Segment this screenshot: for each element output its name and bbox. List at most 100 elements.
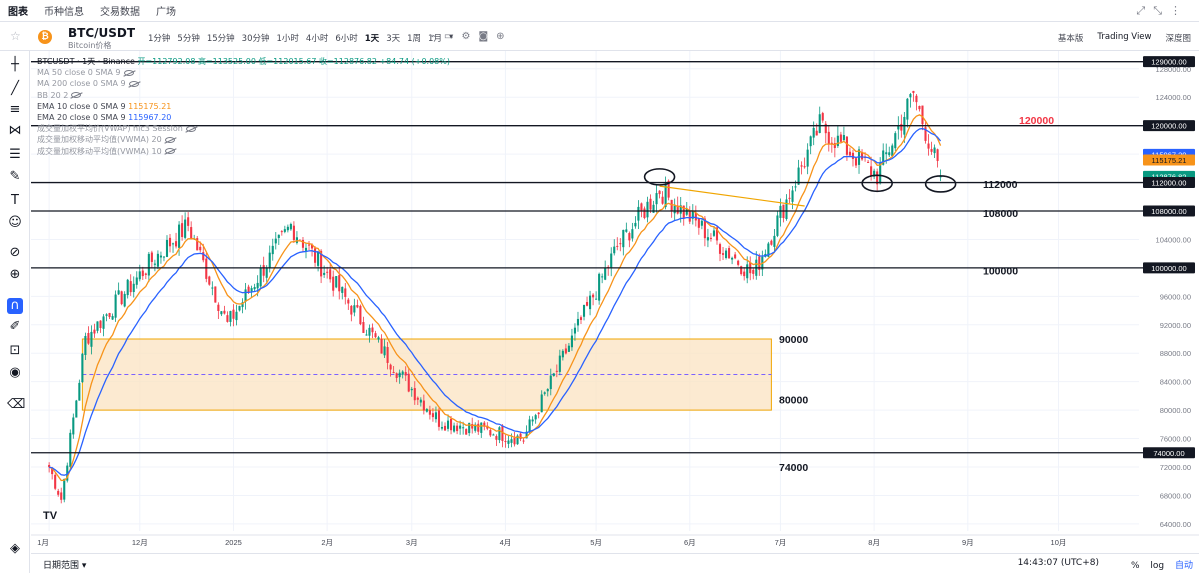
candle xyxy=(60,492,63,500)
trend-line xyxy=(659,185,805,207)
add-icon[interactable]: ⊕ xyxy=(496,31,513,42)
camera-icon[interactable]: ◙ xyxy=(478,31,497,42)
candle xyxy=(456,425,459,432)
symbol-name[interactable]: BTC/USDT xyxy=(68,26,136,40)
crosshair-icon[interactable]: ┼ xyxy=(11,57,19,72)
interval-6h[interactable]: 6小时 xyxy=(335,34,358,44)
interval-dropdown-icon[interactable]: ▾ xyxy=(448,32,454,42)
candle xyxy=(90,331,93,347)
hidden-eye-icon[interactable] xyxy=(164,136,175,143)
expand-icon[interactable]: ⤢ xyxy=(1136,4,1154,17)
indicator-label: 成交量加权移动平均值(VWMA) 20 xyxy=(37,135,162,145)
hidden-eye-icon[interactable] xyxy=(164,148,175,155)
hidden-eye-icon[interactable] xyxy=(71,92,82,99)
log-toggle[interactable]: log xyxy=(1150,561,1165,571)
interval-1w[interactable]: 1周 xyxy=(407,34,422,44)
candle xyxy=(640,203,643,211)
visibility-icon[interactable]: ◉ xyxy=(9,365,21,380)
candle xyxy=(691,210,694,219)
interval-1d[interactable]: 1天 xyxy=(364,34,380,44)
legend-indicator[interactable]: BB 20 2 xyxy=(37,90,450,101)
candle xyxy=(767,243,770,257)
emoji-icon[interactable]: ☺ xyxy=(8,215,22,230)
horizontal-lines-icon[interactable]: ≡ xyxy=(9,102,21,117)
candle xyxy=(501,425,504,441)
ruler-icon[interactable]: ⊘ xyxy=(9,245,21,260)
interval-1m[interactable]: 1分钟 xyxy=(148,34,171,44)
tab-chart[interactable]: 图表 xyxy=(8,7,28,18)
legend-indicator[interactable]: MA 200 close 0 SMA 9 xyxy=(37,78,450,89)
candle xyxy=(229,311,232,322)
template-icon[interactable]: ▭ xyxy=(444,31,462,42)
interval-3d[interactable]: 3天 xyxy=(386,34,401,44)
chart-pane[interactable]: 120000 112000 108000 100000 90000 80000 74000 1… xyxy=(31,51,1199,573)
level-label: 108000 xyxy=(983,208,1018,220)
candle xyxy=(162,256,166,258)
candle xyxy=(446,420,450,429)
candle xyxy=(480,422,483,433)
hidden-eye-icon[interactable] xyxy=(128,80,139,87)
interval-30m[interactable]: 30分钟 xyxy=(241,34,270,44)
pattern-icon[interactable]: ⋈ xyxy=(8,123,22,138)
brush-icon[interactable]: ✎ xyxy=(9,169,21,184)
mode-depth[interactable]: 深度图 xyxy=(1165,34,1191,44)
hidden-eye-icon[interactable] xyxy=(123,69,134,76)
legend-indicator[interactable]: EMA 10 close 0 SMA 9 115175.21 xyxy=(37,101,450,112)
legend-indicator[interactable]: EMA 20 close 0 SMA 9 115967.20 xyxy=(37,112,450,123)
candle xyxy=(891,145,894,156)
hidden-eye-icon[interactable] xyxy=(185,125,196,132)
candle xyxy=(483,422,486,427)
price-chart[interactable]: 120000 112000 108000 100000 90000 80000 74000 1… xyxy=(31,51,1199,553)
candle xyxy=(329,269,332,280)
tab-coin-info[interactable]: 币种信息 xyxy=(44,7,84,18)
zoom-icon[interactable]: ⊕ xyxy=(9,267,21,282)
interval-15m[interactable]: 15分钟 xyxy=(206,34,235,44)
candle xyxy=(78,382,81,401)
legend-indicator[interactable]: 成交量加权移动平均值(VWMA) 20 xyxy=(37,134,450,145)
candle xyxy=(153,263,156,265)
tab-trading-data[interactable]: 交易数据 xyxy=(100,7,140,18)
auto-toggle[interactable]: 自动 xyxy=(1174,561,1193,571)
tab-square[interactable]: 广场 xyxy=(156,7,176,18)
percent-toggle[interactable]: % xyxy=(1130,561,1140,571)
candle xyxy=(274,238,277,244)
interval-1mo[interactable]: 1月 xyxy=(428,34,442,44)
candle xyxy=(57,490,60,495)
price-tick-label: 96000.00 xyxy=(1160,292,1191,301)
fib-icon[interactable]: ☰ xyxy=(9,147,21,162)
candle xyxy=(516,435,519,445)
candle xyxy=(84,335,87,355)
favorite-star-icon[interactable]: ☆ xyxy=(10,29,21,43)
candle xyxy=(489,430,492,436)
mode-tradingview[interactable]: Trading View xyxy=(1097,32,1152,42)
magnet-icon[interactable]: ∩ xyxy=(7,298,23,314)
interval-1h[interactable]: 1小时 xyxy=(276,34,299,44)
trendline-icon[interactable]: ╱ xyxy=(11,81,19,96)
layers-icon[interactable]: ◈ xyxy=(10,541,20,556)
candle xyxy=(362,322,365,333)
more-icon[interactable]: ⋮ xyxy=(1170,4,1189,17)
candle xyxy=(368,327,371,336)
interval-4h[interactable]: 4小时 xyxy=(305,34,329,44)
fullscreen-icon[interactable]: ⤡ xyxy=(1153,4,1170,17)
lock-drawing-icon[interactable]: ✐ xyxy=(9,319,21,334)
mode-basic[interactable]: 基本版 xyxy=(1057,34,1084,44)
candle xyxy=(301,239,305,248)
time-tick-label: 3月 xyxy=(406,538,418,547)
candle xyxy=(498,427,501,441)
candle xyxy=(818,114,821,133)
trash-icon[interactable]: ⌫ xyxy=(7,397,26,412)
text-icon[interactable]: T xyxy=(11,193,19,208)
interval-5m[interactable]: 5分钟 xyxy=(177,34,200,44)
candle xyxy=(697,218,700,228)
settings-icon[interactable]: ⚙ xyxy=(461,31,479,42)
indicator-icon[interactable]: ⌁ xyxy=(430,31,445,42)
legend-indicator[interactable]: 成交量加权平均价(VWAP) hlc3 Session xyxy=(37,123,450,134)
date-range-button[interactable]: 日期范围 ▾ xyxy=(43,561,87,571)
legend-indicator[interactable]: 成交量加权移动平均值(VWMA) 10 xyxy=(37,146,450,157)
lock-icon[interactable]: ⊡ xyxy=(9,343,21,358)
price-tag-label: 120000.00 xyxy=(1151,122,1186,131)
legend-indicator[interactable]: MA 50 close 0 SMA 9 xyxy=(37,67,450,78)
tradingview-logo: TV xyxy=(43,510,58,522)
candle xyxy=(87,333,90,344)
